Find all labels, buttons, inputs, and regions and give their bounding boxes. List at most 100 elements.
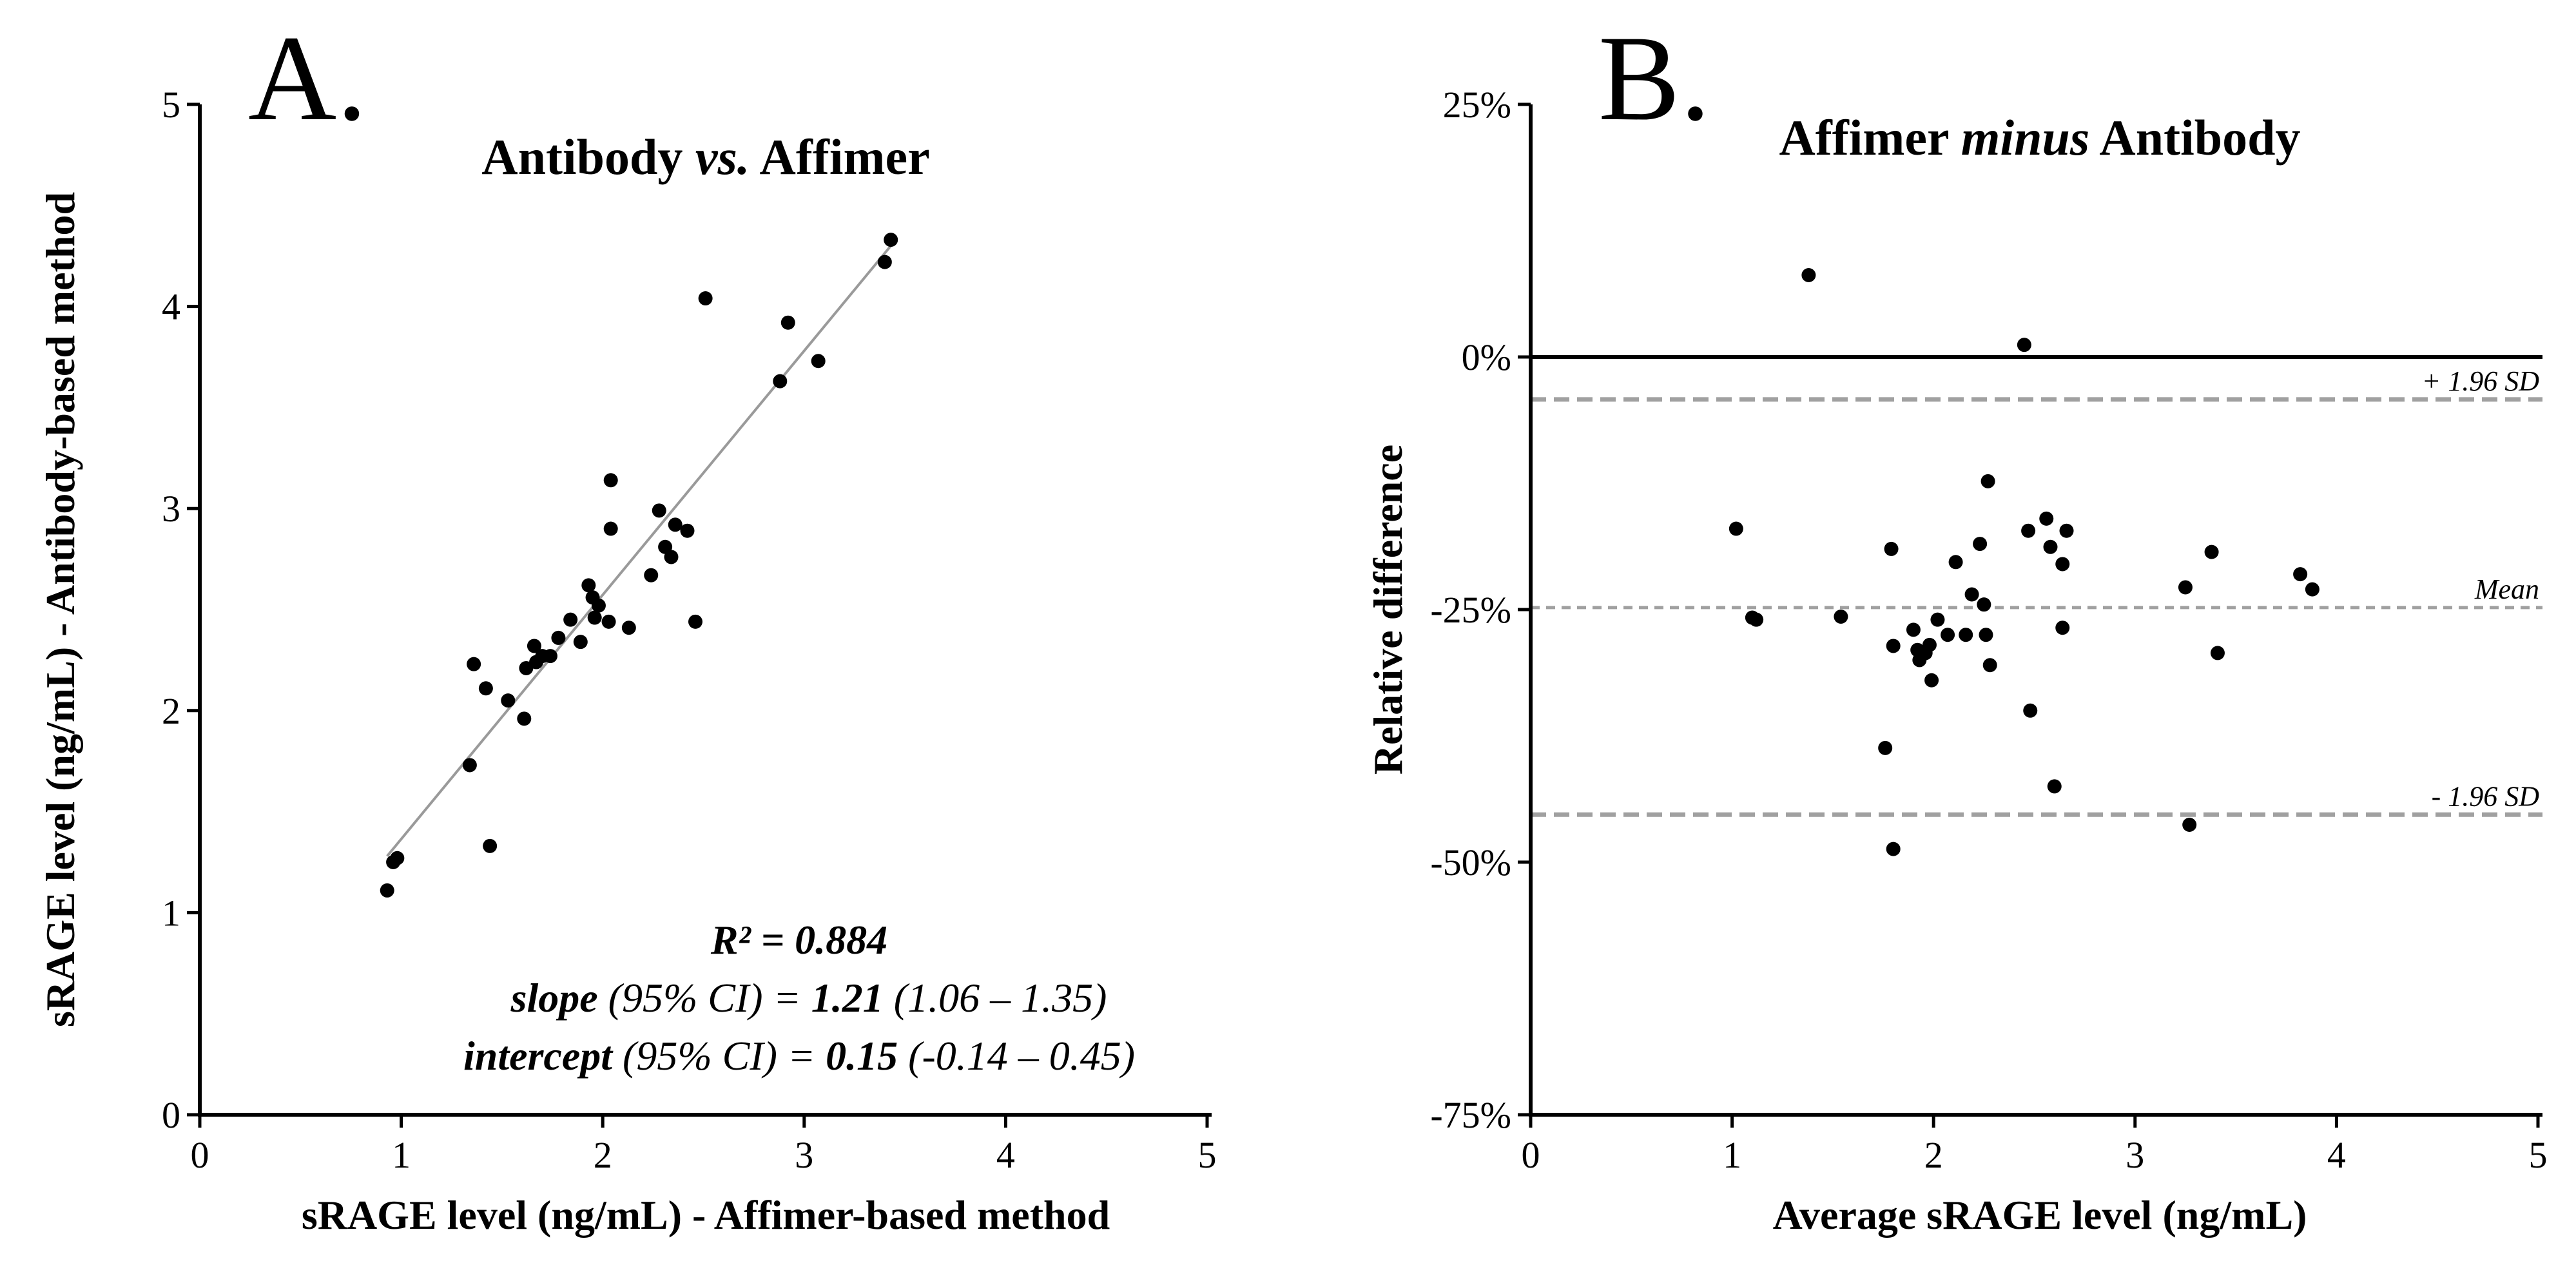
y-tick-label: 0% bbox=[1462, 336, 1511, 378]
panel-a-fit-line-group bbox=[386, 245, 892, 857]
data-point bbox=[1801, 267, 1816, 282]
data-point bbox=[1964, 587, 1979, 602]
data-point bbox=[1886, 639, 1901, 653]
x-tick-label: 5 bbox=[2529, 1134, 2548, 1176]
data-point bbox=[664, 550, 679, 564]
data-point bbox=[483, 838, 498, 853]
data-point bbox=[380, 883, 394, 898]
panel-b-points bbox=[1729, 267, 2319, 856]
data-point bbox=[2047, 779, 2062, 794]
panel-b-title: Affimer minus Antibody bbox=[1779, 110, 2300, 166]
data-point bbox=[1930, 612, 1945, 627]
data-point bbox=[517, 711, 532, 726]
x-tick-label: 4 bbox=[996, 1134, 1015, 1176]
data-point bbox=[2059, 523, 2074, 538]
panel-a-points bbox=[380, 233, 898, 898]
x-tick-label: 1 bbox=[392, 1134, 411, 1176]
x-tick-label: 3 bbox=[795, 1134, 813, 1176]
panel-b-letter: B. bbox=[1598, 11, 1710, 146]
data-point bbox=[652, 503, 666, 518]
x-tick-label: 0 bbox=[191, 1134, 209, 1176]
panel-b-x-axis-title: Average sRAGE level (ng/mL) bbox=[1773, 1192, 2307, 1238]
data-point bbox=[1948, 555, 1963, 570]
panel-a-x-axis-title: sRAGE level (ng/mL) - Affimer-based meth… bbox=[302, 1192, 1110, 1238]
data-point bbox=[1980, 474, 1995, 488]
data-point bbox=[1884, 541, 1899, 556]
data-point bbox=[2023, 703, 2038, 718]
data-point bbox=[601, 614, 616, 629]
panel-b-scatter: B. Affimer minus Antibody + 1.96 SD Mean -… bbox=[1365, 11, 2548, 1238]
data-point bbox=[462, 758, 477, 773]
data-point bbox=[591, 598, 606, 613]
data-point bbox=[668, 517, 683, 532]
data-point bbox=[563, 612, 578, 627]
panel-b-reference-lines: + 1.96 SD Mean - 1.96 SD bbox=[1531, 355, 2542, 817]
y-tick-label: -25% bbox=[1430, 589, 1511, 631]
y-tick-label: 5 bbox=[162, 84, 180, 126]
data-point bbox=[884, 233, 898, 247]
data-point bbox=[573, 635, 588, 650]
data-point bbox=[680, 523, 695, 538]
data-point bbox=[1906, 622, 1921, 637]
data-point bbox=[390, 851, 405, 865]
data-point bbox=[688, 614, 702, 629]
data-point bbox=[1959, 628, 1973, 642]
data-point bbox=[2293, 567, 2308, 582]
x-tick-label: 2 bbox=[1924, 1134, 1943, 1176]
data-point bbox=[467, 657, 481, 671]
data-point bbox=[621, 621, 636, 635]
y-tick-label: 25% bbox=[1443, 84, 1511, 126]
data-point bbox=[1941, 628, 1955, 642]
y-tick-label: 2 bbox=[162, 690, 180, 732]
data-point bbox=[587, 610, 602, 625]
data-point bbox=[527, 639, 541, 653]
data-point bbox=[603, 473, 618, 488]
x-tick-label: 1 bbox=[1723, 1134, 1741, 1176]
data-point bbox=[780, 315, 795, 330]
x-tick-label: 3 bbox=[2126, 1134, 2144, 1176]
panel-b-ticks: 0 1 2 3 4 5 -75% -50% -25% 0% 25% bbox=[1430, 84, 2547, 1176]
data-point bbox=[2182, 817, 2197, 832]
panel-a-scatter: A. Antibody vs. Affimer 0 1 2 3 4 5 0 1 2 3 4 5 sRA… bbox=[37, 11, 1217, 1238]
y-tick-label: -75% bbox=[1430, 1094, 1511, 1136]
y-tick-label: 4 bbox=[162, 286, 180, 328]
data-point bbox=[1979, 628, 1993, 642]
data-point bbox=[698, 291, 713, 306]
data-point bbox=[877, 255, 892, 269]
data-point bbox=[1834, 609, 1848, 624]
data-point bbox=[644, 568, 659, 582]
x-tick-label: 5 bbox=[1198, 1134, 1217, 1176]
data-point bbox=[551, 630, 566, 645]
panel-a-title: Antibody vs. Affimer bbox=[481, 129, 929, 185]
data-point bbox=[1982, 658, 1997, 673]
panel-a-y-axis-title: sRAGE level (ng/mL) - Antibody-based met… bbox=[37, 192, 83, 1027]
data-point bbox=[603, 521, 618, 536]
data-point bbox=[2204, 544, 2219, 559]
limit-label: - 1.96 SD bbox=[2432, 780, 2540, 812]
data-point bbox=[2178, 580, 2193, 595]
data-point bbox=[581, 578, 596, 593]
data-point bbox=[1749, 612, 1764, 627]
x-tick-label: 2 bbox=[594, 1134, 612, 1176]
data-point bbox=[1878, 740, 1893, 755]
data-point bbox=[811, 354, 826, 369]
data-point bbox=[2043, 539, 2058, 554]
x-tick-label: 4 bbox=[2327, 1134, 2346, 1176]
intercept-line: intercept (95% CI) = 0.15 (-0.14 – 0.45) bbox=[463, 1033, 1135, 1079]
y-tick-label: 1 bbox=[162, 892, 180, 934]
slope-line: slope (95% CI) = 1.21 (1.06 – 1.35) bbox=[510, 975, 1107, 1021]
data-point bbox=[1922, 637, 1937, 652]
panel-b-y-axis-title: Relative difference bbox=[1365, 445, 1411, 775]
data-point bbox=[1924, 673, 1939, 688]
data-point bbox=[2021, 523, 2036, 538]
data-point bbox=[1729, 521, 1743, 536]
y-tick-label: 3 bbox=[162, 488, 180, 530]
r-squared-line: R² = 0.884 bbox=[710, 917, 887, 963]
data-point bbox=[478, 681, 493, 696]
data-point bbox=[2017, 338, 2031, 352]
data-point bbox=[773, 374, 788, 389]
y-tick-label: -50% bbox=[1430, 842, 1511, 883]
mean-label: Mean bbox=[2474, 573, 2539, 605]
panel-a-letter: A. bbox=[248, 11, 367, 146]
